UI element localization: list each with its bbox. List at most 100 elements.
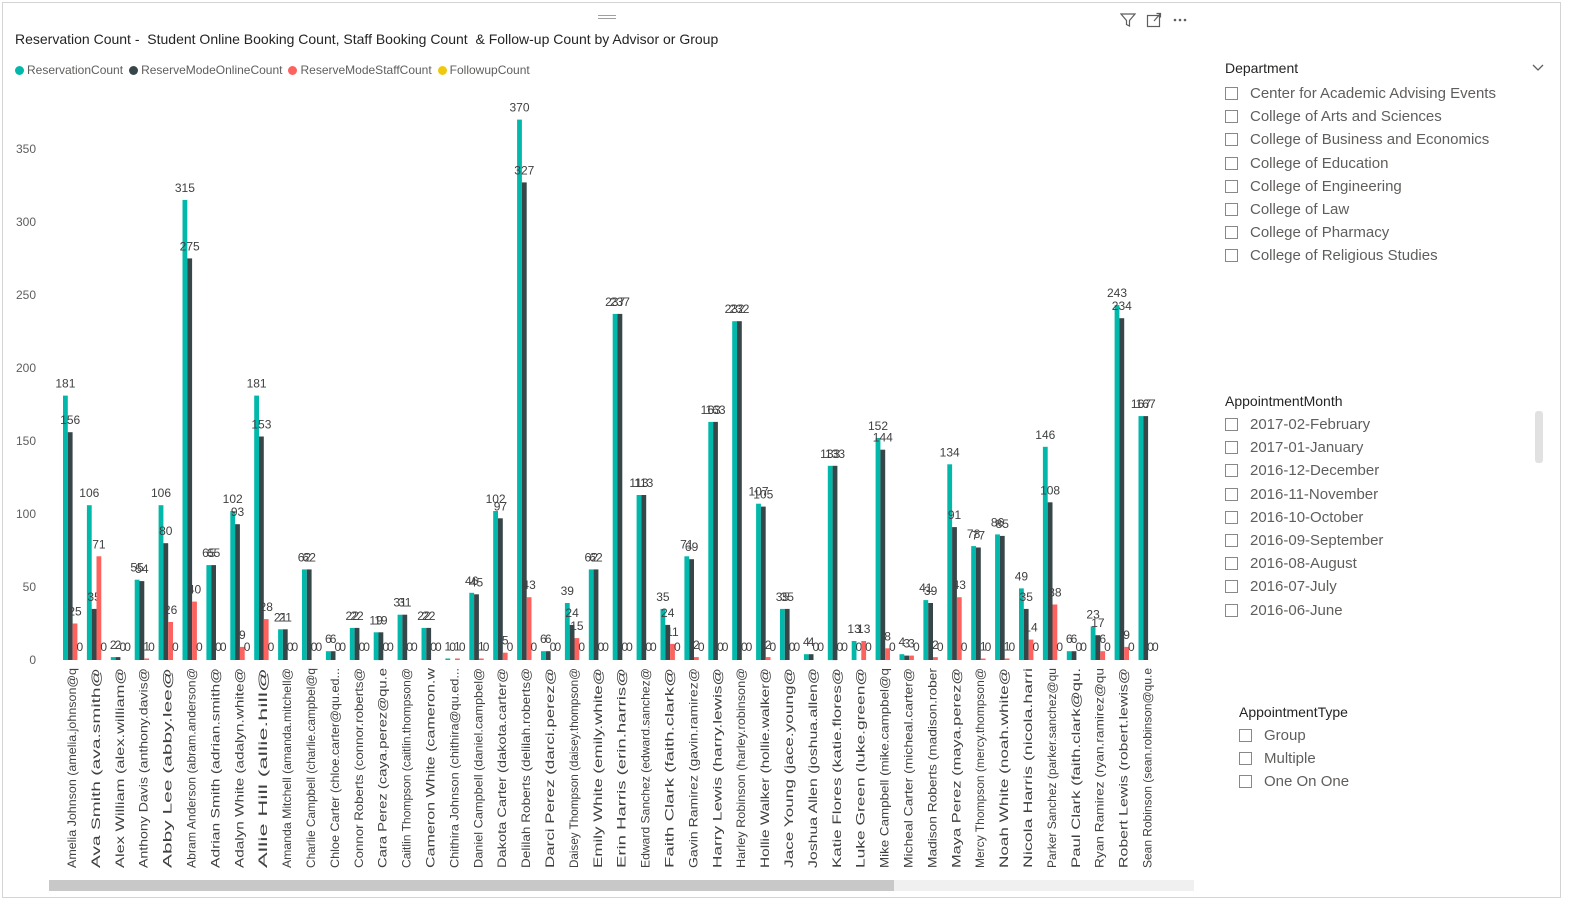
bar-reservemodestaffcount[interactable]	[455, 658, 460, 661]
appointment-type-option[interactable]: Multiple	[1239, 747, 1459, 770]
bar-reservemodeonlinecount[interactable]	[999, 535, 1005, 660]
bar-reservationcount[interactable]	[182, 199, 188, 660]
bar-reservemodeonlinecount[interactable]	[139, 581, 145, 660]
appointment-type-option[interactable]: One On One	[1239, 770, 1459, 793]
bar-reservemodeonlinecount[interactable]	[569, 624, 575, 660]
bar-reservemodeonlinecount[interactable]	[617, 313, 623, 660]
bar-reservemodestaffcount[interactable]	[909, 655, 914, 660]
bar-reservationcount[interactable]	[206, 565, 212, 660]
bar-reservemodestaffcount[interactable]	[1124, 646, 1129, 660]
bar-reservemodestaffcount[interactable]	[72, 623, 78, 661]
checkbox[interactable]	[1225, 487, 1238, 501]
bar-reservemodeonlinecount[interactable]	[115, 657, 121, 660]
drag-handle[interactable]	[598, 14, 616, 20]
bar-reservemodestaffcount[interactable]	[933, 657, 938, 660]
appointment-month-scrollbar[interactable]	[1535, 411, 1543, 463]
bar-reservemodeonlinecount[interactable]	[832, 465, 838, 661]
bar-reservemodestaffcount[interactable]	[144, 658, 150, 661]
bar-reservationcount[interactable]	[588, 569, 594, 660]
chevron-down-icon[interactable]	[1531, 60, 1545, 74]
bar-reservemodestaffcount[interactable]	[861, 641, 867, 660]
bar-reservemodestaffcount[interactable]	[239, 646, 245, 660]
department-option[interactable]: College of Engineering	[1225, 175, 1545, 198]
month-option[interactable]: 2016-12-December	[1225, 459, 1525, 482]
bar-reservemodestaffcount[interactable]	[694, 657, 699, 660]
bar-reservemodeonlinecount[interactable]	[259, 436, 264, 661]
bar-reservationcount[interactable]	[803, 654, 809, 660]
bar-reservationcount[interactable]	[349, 627, 355, 660]
checkbox[interactable]	[1225, 156, 1238, 170]
month-option[interactable]: 2016-10-October	[1225, 506, 1525, 529]
bar-reservemodeonlinecount[interactable]	[306, 569, 312, 660]
checkbox[interactable]	[1225, 510, 1238, 524]
bar-reservemodeonlinecount[interactable]	[187, 258, 193, 660]
bar-reservationcount[interactable]	[1114, 305, 1120, 660]
bar-reservemodeonlinecount[interactable]	[952, 527, 957, 660]
month-option[interactable]: 2016-07-July	[1225, 575, 1525, 598]
department-option[interactable]: College of Arts and Sciences	[1225, 105, 1545, 128]
bar-reservationcount[interactable]	[278, 629, 283, 660]
bar-reservationcount[interactable]	[660, 608, 666, 660]
legend-item-online-count[interactable]: ReserveModeOnlineCount	[129, 63, 282, 77]
bar-reservemodeonlinecount[interactable]	[880, 449, 886, 660]
bar-reservationcount[interactable]	[612, 313, 618, 660]
bar-reservationcount[interactable]	[493, 511, 498, 660]
bar-reservationcount[interactable]	[923, 600, 929, 660]
bar-reservemodeonlinecount[interactable]	[976, 547, 981, 661]
bar-reservemodeonlinecount[interactable]	[713, 421, 718, 660]
bar-reservationcount[interactable]	[732, 321, 737, 660]
bar-reservationcount[interactable]	[851, 641, 857, 660]
bar-reservemodeonlinecount[interactable]	[235, 524, 240, 660]
bar-reservemodeonlinecount[interactable]	[1119, 318, 1125, 660]
bar-reservemodestaffcount[interactable]	[956, 597, 962, 660]
bar-reservemodeonlinecount[interactable]	[1143, 416, 1149, 660]
bar-reservemodeonlinecount[interactable]	[545, 651, 551, 660]
bar-reservemodestaffcount[interactable]	[502, 652, 508, 660]
horizontal-scrollbar-thumb[interactable]	[49, 880, 894, 891]
bar-reservemodeonlinecount[interactable]	[426, 627, 432, 660]
month-option[interactable]: 2016-11-November	[1225, 483, 1525, 506]
more-options-icon[interactable]	[1172, 12, 1188, 28]
month-option[interactable]: 2017-01-January	[1225, 436, 1525, 459]
bar-reservemodeonlinecount[interactable]	[498, 518, 503, 660]
department-option[interactable]: College of Education	[1225, 152, 1545, 175]
bar-reservemodeonlinecount[interactable]	[1047, 502, 1053, 660]
bar-reservationcount[interactable]	[445, 658, 451, 661]
bar-reservationcount[interactable]	[421, 627, 427, 660]
checkbox[interactable]	[1225, 87, 1238, 101]
checkbox[interactable]	[1225, 418, 1238, 432]
bar-reservemodeonlinecount[interactable]	[282, 629, 288, 660]
bar-reservemodeonlinecount[interactable]	[378, 632, 384, 661]
bar-reservemodeonlinecount[interactable]	[163, 543, 169, 660]
bar-reservationcount[interactable]	[373, 632, 379, 661]
bar-reservationcount[interactable]	[875, 438, 881, 660]
bar-reservemodeonlinecount[interactable]	[211, 565, 216, 660]
legend-item-followup-count[interactable]: FollowupCount	[437, 63, 530, 77]
bar-reservationcount[interactable]	[134, 579, 140, 660]
bar-reservemodeonlinecount[interactable]	[354, 627, 360, 660]
bar-reservemodeonlinecount[interactable]	[91, 608, 97, 660]
bar-reservationcount[interactable]	[684, 556, 690, 660]
bar-reservemodeonlinecount[interactable]	[665, 624, 671, 660]
bar-reservemodestaffcount[interactable]	[765, 657, 771, 660]
checkbox[interactable]	[1225, 110, 1238, 124]
bar-reservemodestaffcount[interactable]	[526, 597, 532, 660]
bar-reservemodestaffcount[interactable]	[1052, 604, 1058, 661]
bar-reservemodeonlinecount[interactable]	[1095, 635, 1101, 660]
bar-reservationcount[interactable]	[1042, 446, 1048, 660]
bar-reservationcount[interactable]	[827, 465, 833, 661]
bar-reservemodestaffcount[interactable]	[574, 638, 580, 660]
bar-reservationcount[interactable]	[899, 654, 905, 660]
bar-reservemodeonlinecount[interactable]	[593, 569, 599, 660]
checkbox[interactable]	[1239, 752, 1252, 766]
bar-reservemodeonlinecount[interactable]	[474, 594, 479, 660]
bar-reservationcount[interactable]	[63, 395, 68, 660]
bar-reservationcount[interactable]	[230, 511, 236, 660]
checkbox[interactable]	[1225, 249, 1238, 263]
bar-reservemodestaffcount[interactable]	[670, 643, 675, 660]
checkbox[interactable]	[1225, 557, 1238, 571]
bar-reservemodestaffcount[interactable]	[980, 658, 986, 661]
bar-reservationcount[interactable]	[1090, 626, 1096, 660]
bar-reservemodeonlinecount[interactable]	[67, 432, 73, 660]
bar-reservemodeonlinecount[interactable]	[1071, 651, 1077, 660]
